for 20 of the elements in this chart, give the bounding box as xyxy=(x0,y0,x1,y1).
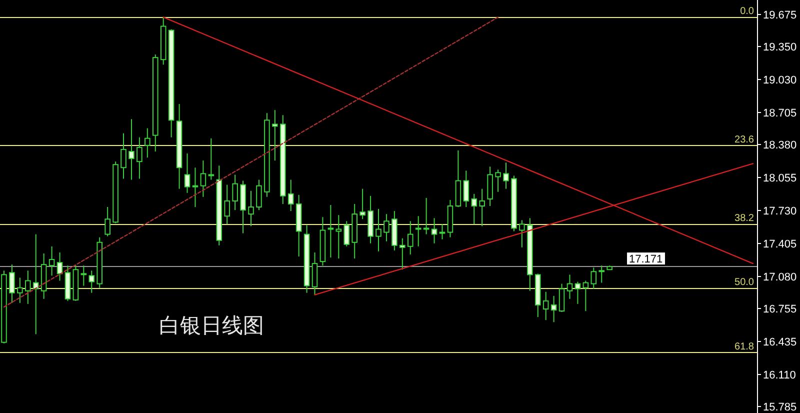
annotation: 23.6 xyxy=(734,134,754,146)
y-tick-label: 17.405 xyxy=(763,238,797,250)
y-tick-label: 18.380 xyxy=(763,140,797,152)
annotation: 61.8 xyxy=(734,341,754,352)
y-tick-label: 17.080 xyxy=(763,272,797,284)
annotation: 0.0 xyxy=(740,6,754,18)
text: 白银日线图 xyxy=(158,314,264,338)
y-tick-label: 19.350 xyxy=(763,42,797,54)
y-tick-label: 17.730 xyxy=(763,206,797,218)
y-tick-label: 18.705 xyxy=(763,108,797,120)
annotation: 50.0 xyxy=(734,276,754,288)
y-tick-label: 16.755 xyxy=(763,304,797,316)
ref-labels: 17.171 xyxy=(627,252,665,266)
annotation: 38.2 xyxy=(734,213,754,224)
y-tick-label: 19.030 xyxy=(763,74,797,86)
y-tick-label: 18.055 xyxy=(763,172,797,184)
y-tick-label: 19.675 xyxy=(763,10,797,22)
y-tick-label: 16.435 xyxy=(763,336,797,348)
y-tick-label: 16.110 xyxy=(763,370,796,382)
y-tick-label: 15.785 xyxy=(763,402,797,413)
